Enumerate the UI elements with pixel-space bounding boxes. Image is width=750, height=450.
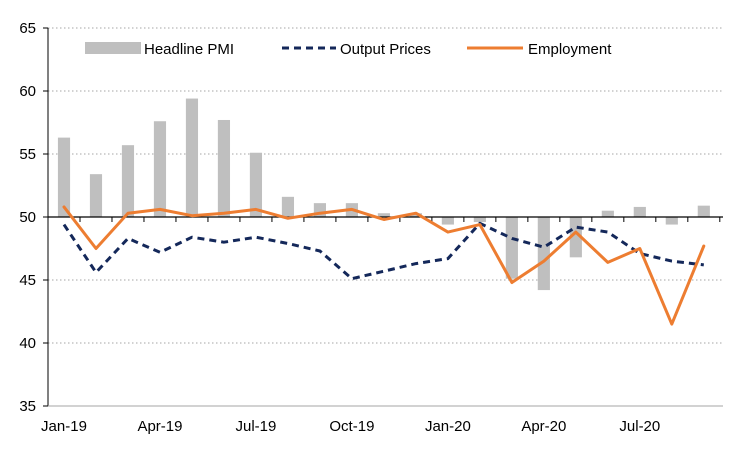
series-line-output-prices xyxy=(62,221,704,281)
y-tick-label: 55 xyxy=(19,146,36,163)
legend-swatch-headline-pmi xyxy=(85,42,141,54)
legend-label-headline-pmi: Headline PMI xyxy=(144,41,234,58)
y-tick-labels: 35 40 45 50 55 60 65 xyxy=(19,20,36,415)
x-tick-label: Apr-20 xyxy=(521,418,566,435)
bar-jul-20 xyxy=(633,206,646,217)
x-tick-label: Jul-19 xyxy=(236,418,277,435)
bar-feb-20 xyxy=(473,217,486,223)
legend-label-employment: Employment xyxy=(528,41,612,58)
gridlines xyxy=(48,27,723,344)
line-series xyxy=(62,205,706,326)
bar-jun-19 xyxy=(217,119,231,217)
bar-feb-19 xyxy=(89,174,103,217)
series-line-employment xyxy=(62,205,706,326)
axes xyxy=(43,27,723,407)
x-tick-label: Jan-20 xyxy=(425,418,471,435)
bar-jan-20 xyxy=(441,217,454,225)
y-tick-label: 65 xyxy=(19,20,36,37)
bar-jan-19 xyxy=(57,137,71,217)
bar-dec-19 xyxy=(409,213,422,217)
bar-mar-19 xyxy=(121,145,135,217)
x-tick-label: Jan-19 xyxy=(41,418,87,435)
bar-series-headline-pmi xyxy=(57,98,710,291)
bar-apr-19 xyxy=(153,121,167,217)
x-tick-label: Oct-19 xyxy=(329,418,374,435)
x-tick-labels: Jan-19 Apr-19 Jul-19 Oct-19 Jan-20 Apr-20 Jul-… xyxy=(41,418,660,435)
bar-aug-19 xyxy=(281,196,295,217)
bar-nov-19 xyxy=(377,213,390,217)
legend: Headline PMI Output Prices Employment xyxy=(85,41,612,58)
bar-mar-20 xyxy=(505,217,518,279)
bar-sep-20 xyxy=(697,205,710,217)
bar-jun-20 xyxy=(601,210,614,217)
y-tick-label: 60 xyxy=(19,83,36,100)
bar-jul-19 xyxy=(249,152,263,217)
y-tick-label: 35 xyxy=(19,398,36,415)
x-tick-label: Jul-20 xyxy=(619,418,660,435)
x-tick-label: Apr-19 xyxy=(137,418,182,435)
y-tick-label: 50 xyxy=(19,209,36,226)
bar-may-19 xyxy=(185,98,199,217)
y-tick-label: 40 xyxy=(19,335,36,352)
bar-apr-20 xyxy=(537,217,550,291)
legend-label-output-prices: Output Prices xyxy=(340,41,431,58)
y-tick-label: 45 xyxy=(19,272,36,289)
bar-aug-20 xyxy=(665,217,678,225)
